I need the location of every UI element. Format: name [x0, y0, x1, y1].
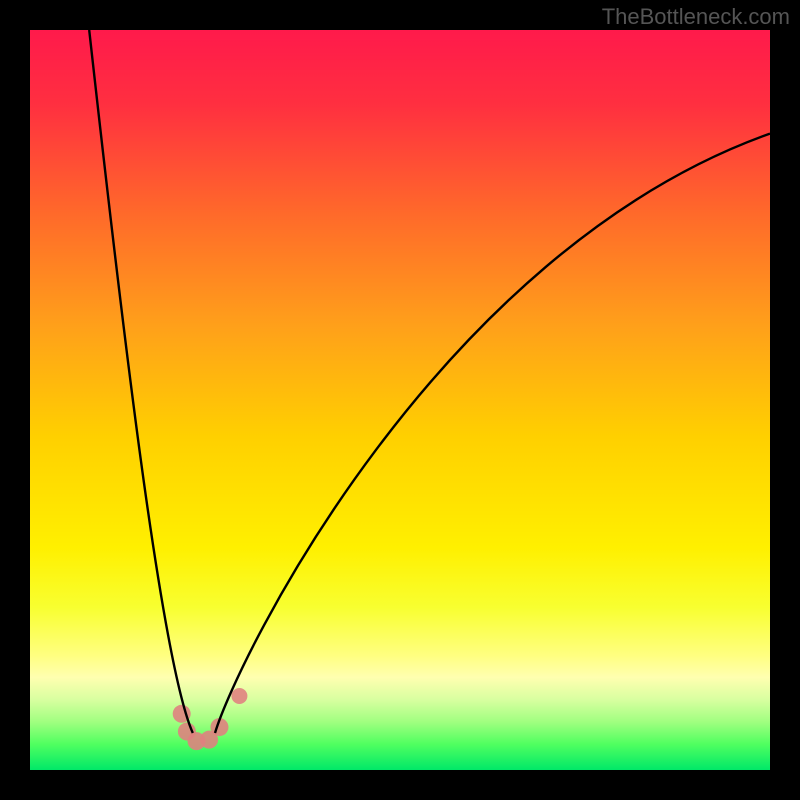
marker-dot: [231, 688, 247, 704]
marker-cluster: [173, 688, 248, 750]
left-curve: [89, 30, 193, 733]
plot-area: [30, 30, 770, 770]
watermark-text: TheBottleneck.com: [602, 4, 790, 30]
right-curve: [215, 134, 770, 733]
chart-container: TheBottleneck.com: [0, 0, 800, 800]
curves-layer: [30, 30, 770, 770]
